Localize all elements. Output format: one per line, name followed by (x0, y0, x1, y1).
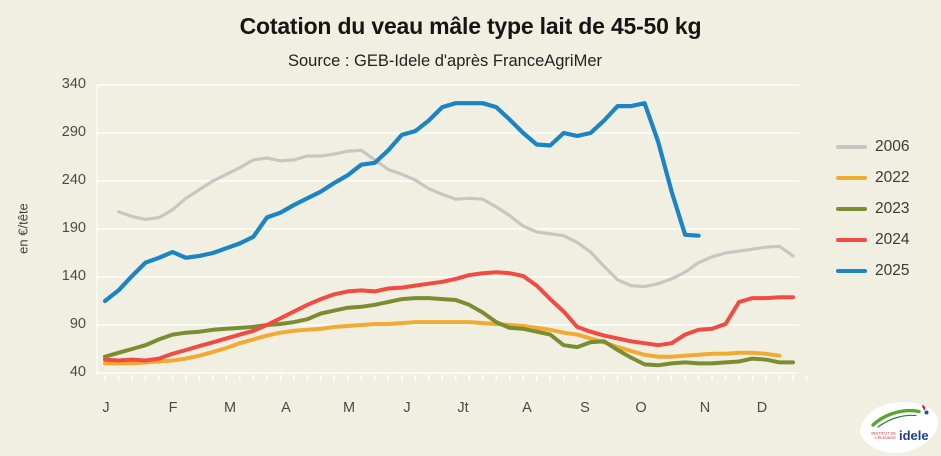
series-line-2024 (103, 270, 795, 363)
legend-label: 2024 (875, 230, 910, 248)
chart-subtitle: Source : GEB-Idele d'après FranceAgriMer (287, 52, 603, 70)
x-tick-label: J (102, 400, 110, 416)
y-tick-label: 40 (69, 364, 86, 380)
legend-item-2023: 2023 (836, 193, 909, 224)
logo-green-swoosh (871, 408, 921, 427)
legend-label: 2023 (875, 199, 910, 217)
legend-item-2024: 2024 (836, 224, 909, 255)
series-line-2022 (103, 320, 782, 366)
y-tick-label: 190 (61, 220, 86, 236)
y-tick-label: 340 (61, 76, 86, 92)
logo-blue-accent (924, 410, 929, 415)
legend-item-2006: 2006 (836, 131, 909, 162)
x-tick-label: A (522, 400, 532, 416)
x-tick-label: M (223, 400, 237, 416)
series-line-2025 (102, 101, 701, 304)
series-line-2023 (103, 296, 795, 368)
idele-logo: INSTITUT DE L'ÉLEVAGE idele (860, 402, 939, 453)
y-tick-label: 240 (61, 172, 86, 188)
logo-green-swoosh-thin (877, 414, 917, 428)
x-tick-label: J (403, 400, 411, 416)
chart-legend: 2006 2022 2023 2024 2025 (836, 131, 909, 286)
series-line-2006 (116, 148, 795, 289)
x-tick-label: S (580, 400, 590, 416)
legend-item-2025: 2025 (836, 255, 909, 286)
legend-swatch-icon (836, 175, 867, 180)
legend-label: 2025 (875, 261, 910, 279)
x-tick-label: M (342, 400, 356, 416)
logo-small-text-line2: L'ÉLEVAGE (875, 435, 897, 440)
legend-swatch-icon (836, 206, 867, 211)
chart-title: Cotation du veau mâle type lait de 45-50… (239, 13, 702, 39)
legend-label: 2022 (875, 168, 910, 186)
logo-background-shape (860, 402, 939, 453)
x-tick-label: F (168, 400, 178, 416)
legend-swatch-icon (836, 237, 867, 242)
x-tick-label: N (699, 400, 711, 416)
y-tick-label: 290 (61, 124, 86, 140)
legend-label: 2006 (875, 137, 910, 155)
x-tick-label: O (635, 400, 647, 416)
logo-main-text: idele (899, 428, 929, 443)
y-tick-label: 90 (69, 316, 86, 332)
y-tick-label: 140 (61, 268, 86, 284)
legend-item-2022: 2022 (836, 162, 909, 193)
legend-swatch-icon (836, 144, 867, 149)
x-tick-label: Jt (457, 400, 469, 416)
x-tick-label: D (756, 400, 768, 416)
legend-swatch-icon (836, 268, 867, 273)
x-tick-label: A (281, 400, 291, 416)
logo-red-accent (922, 405, 926, 411)
logo-small-text-line1: INSTITUT DE (871, 431, 896, 436)
